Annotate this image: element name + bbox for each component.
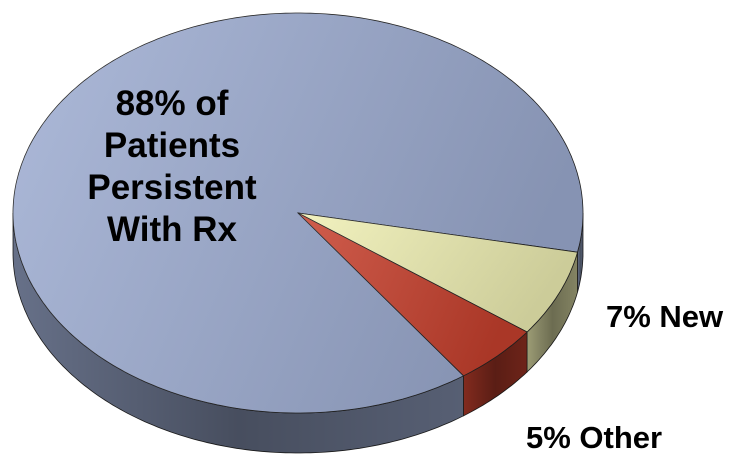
slice-side-shade	[527, 252, 578, 372]
slice-shade	[298, 213, 578, 332]
slice-label: 88% of Patients Persistent With Rx	[87, 84, 257, 249]
slice-label: 5% Other	[526, 420, 663, 455]
pie-tops	[12, 12, 584, 414]
pie-sides	[12, 213, 584, 454]
slice-side-shade	[463, 332, 528, 416]
slice-side-shade	[13, 213, 464, 453]
slice-shade	[298, 213, 528, 376]
slice-label: 7% New	[606, 299, 724, 334]
